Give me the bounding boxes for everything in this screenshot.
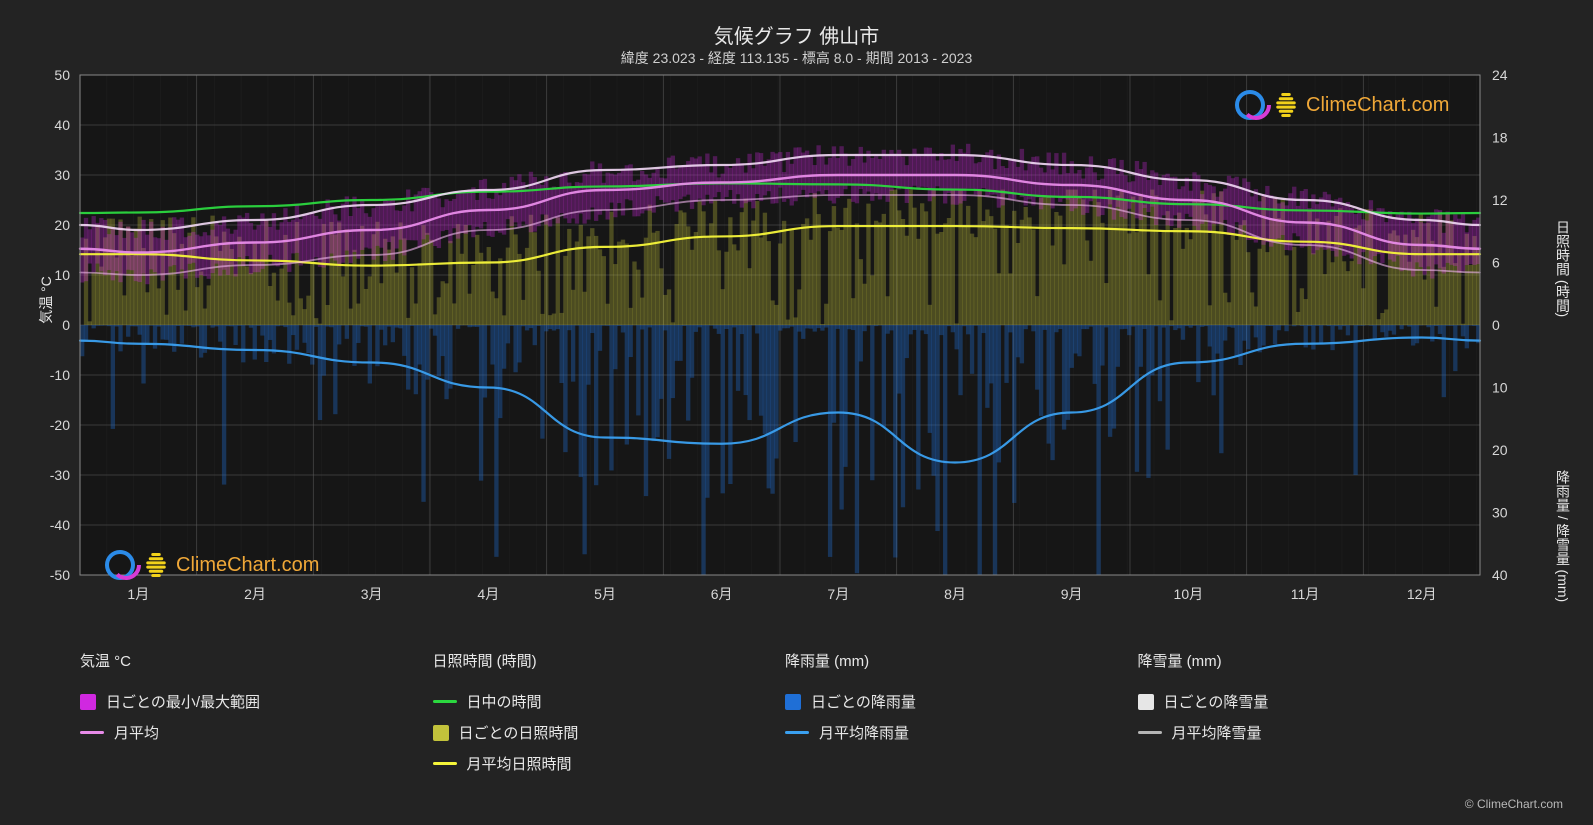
legend-item: 日ごとの降雪量 (1138, 691, 1481, 712)
svg-text:40: 40 (1492, 567, 1508, 583)
chart-title: 気候グラフ 佛山市 (0, 20, 1593, 49)
legend-item-label: 月平均降雨量 (819, 722, 909, 743)
svg-text:-50: -50 (50, 567, 70, 583)
legend-item-label: 月平均 (114, 722, 159, 743)
svg-text:10: 10 (54, 267, 70, 283)
svg-text:30: 30 (54, 167, 70, 183)
svg-text:4月: 4月 (477, 586, 499, 602)
svg-text:ClimeChart.com: ClimeChart.com (176, 554, 319, 576)
plot-area: -50-40-30-20-100102030405006121824102030… (80, 75, 1480, 615)
svg-text:10: 10 (1492, 380, 1508, 396)
legend-item: 月平均降雨量 (785, 722, 1128, 743)
svg-text:6月: 6月 (711, 586, 733, 602)
svg-text:2月: 2月 (244, 586, 266, 602)
svg-text:-10: -10 (50, 367, 70, 383)
svg-text:6: 6 (1492, 255, 1500, 271)
svg-text:30: 30 (1492, 505, 1508, 521)
svg-text:8月: 8月 (944, 586, 966, 602)
svg-text:10月: 10月 (1174, 586, 1204, 602)
legend-swatch-line-icon (80, 731, 104, 734)
legend-item-label: 日ごとの降雨量 (811, 691, 916, 712)
legend-item: 日ごとの降雨量 (785, 691, 1128, 712)
svg-text:-30: -30 (50, 467, 70, 483)
legend-item-label: 月平均降雪量 (1172, 722, 1262, 743)
svg-text:9月: 9月 (1061, 586, 1083, 602)
legend-swatch-line-icon (433, 700, 457, 703)
chart-subtitle: 緯度 23.023 - 経度 113.135 - 標高 8.0 - 期間 201… (0, 48, 1593, 68)
legend-section-title: 気温 °C (80, 650, 423, 671)
legend-item: 日ごとの最小/最大範囲 (80, 691, 423, 712)
svg-text:12: 12 (1492, 192, 1508, 208)
y-axis-right-top-label: 日照時間 (時間) (1553, 220, 1573, 317)
svg-text:20: 20 (54, 217, 70, 233)
legend-item-label: 日ごとの最小/最大範囲 (106, 691, 260, 712)
legend-section: 日照時間 (時間) 日中の時間日ごとの日照時間月平均日照時間 (433, 650, 776, 774)
legend-swatch-box-icon (80, 694, 96, 710)
svg-text:5月: 5月 (594, 586, 616, 602)
legend-item-label: 日ごとの降雪量 (1164, 691, 1269, 712)
svg-text:20: 20 (1492, 442, 1508, 458)
legend-swatch-line-icon (1138, 731, 1162, 734)
legend-item-label: 月平均日照時間 (467, 753, 572, 774)
legend-item: 日ごとの日照時間 (433, 722, 776, 743)
svg-text:-20: -20 (50, 417, 70, 433)
copyright-text: © ClimeChart.com (1465, 797, 1563, 811)
legend-swatch-box-icon (1138, 694, 1154, 710)
legend-swatch-line-icon (785, 731, 809, 734)
legend: 気温 °C 日ごとの最小/最大範囲月平均 日照時間 (時間) 日中の時間日ごとの日照時… (80, 650, 1480, 774)
legend-swatch-line-icon (433, 762, 457, 765)
svg-text:3月: 3月 (361, 586, 383, 602)
legend-swatch-box-icon (433, 725, 449, 741)
svg-text:-40: -40 (50, 517, 70, 533)
legend-item: 月平均日照時間 (433, 753, 776, 774)
legend-section: 降雪量 (mm) 日ごとの降雪量月平均降雪量 (1138, 650, 1481, 774)
svg-text:0: 0 (62, 317, 70, 333)
svg-text:50: 50 (54, 67, 70, 83)
legend-item: 月平均降雪量 (1138, 722, 1481, 743)
y-axis-right-bottom-label: 降雨量 / 降雪量 (mm) (1553, 470, 1573, 602)
legend-item-label: 日中の時間 (467, 691, 542, 712)
svg-text:40: 40 (54, 117, 70, 133)
svg-text:1月: 1月 (127, 586, 149, 602)
svg-text:11月: 11月 (1291, 586, 1320, 602)
legend-section-title: 日照時間 (時間) (433, 650, 776, 671)
legend-section-title: 降雪量 (mm) (1138, 650, 1481, 671)
svg-text:12月: 12月 (1407, 586, 1437, 602)
svg-text:ClimeChart.com: ClimeChart.com (1306, 94, 1449, 116)
legend-section-title: 降雨量 (mm) (785, 650, 1128, 671)
legend-item: 月平均 (80, 722, 423, 743)
legend-item: 日中の時間 (433, 691, 776, 712)
svg-text:18: 18 (1492, 130, 1508, 146)
legend-item-label: 日ごとの日照時間 (459, 722, 579, 743)
climate-chart-svg: -50-40-30-20-100102030405006121824102030… (80, 75, 1480, 615)
y-axis-left-label: 気温 °C (36, 276, 56, 324)
svg-text:0: 0 (1492, 317, 1500, 333)
svg-text:7月: 7月 (827, 586, 849, 602)
svg-text:24: 24 (1492, 67, 1508, 83)
legend-swatch-box-icon (785, 694, 801, 710)
legend-section: 降雨量 (mm) 日ごとの降雨量月平均降雨量 (785, 650, 1128, 774)
legend-section: 気温 °C 日ごとの最小/最大範囲月平均 (80, 650, 423, 774)
